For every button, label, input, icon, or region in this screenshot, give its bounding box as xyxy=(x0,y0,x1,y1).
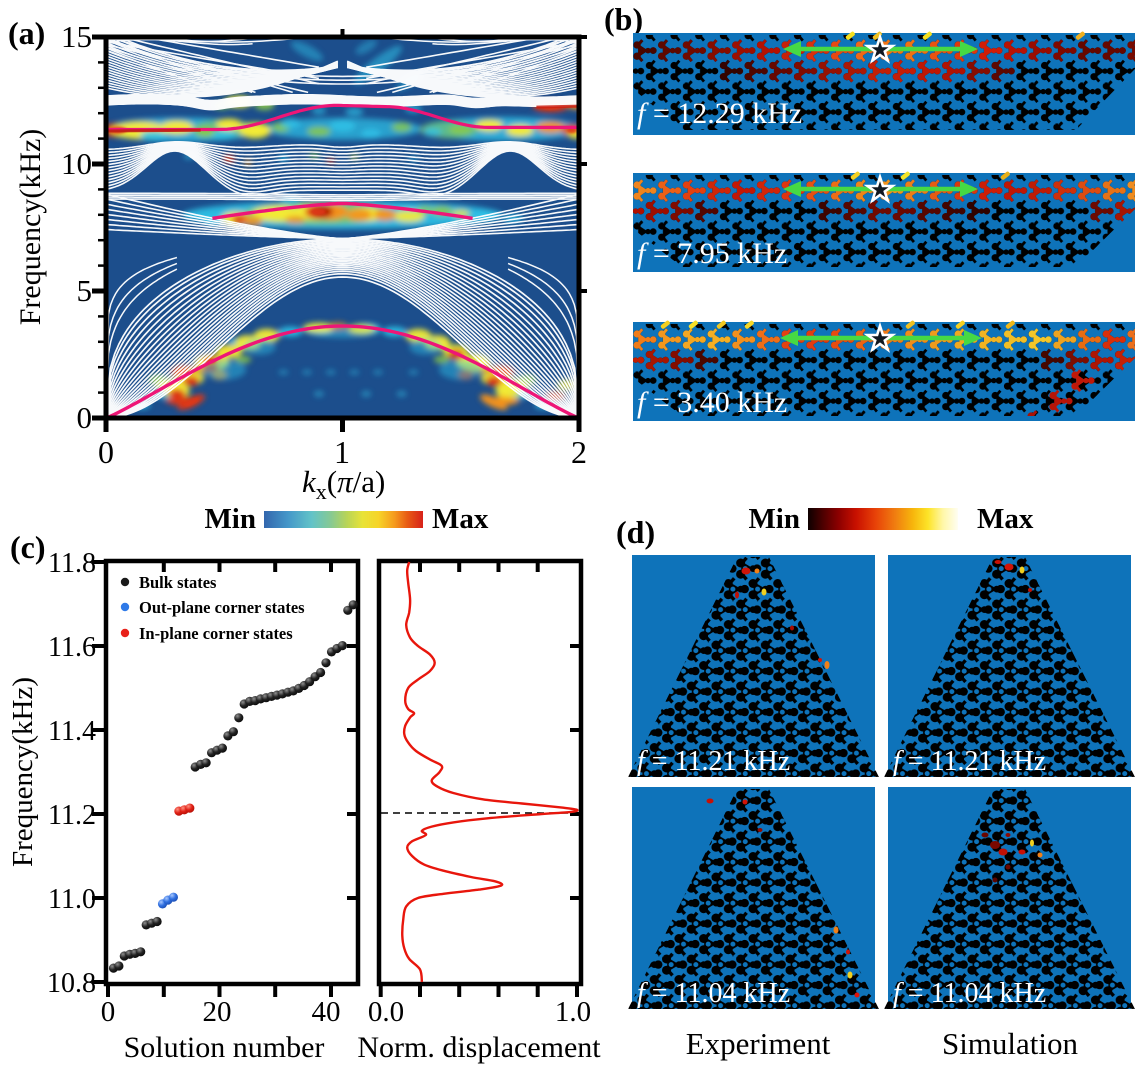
svg-text:Frequency(kHz): Frequency(kHz) xyxy=(14,129,47,326)
svg-text:Min: Min xyxy=(204,503,256,535)
svg-text:10: 10 xyxy=(61,146,92,181)
svg-text:1.0: 1.0 xyxy=(555,996,591,1028)
svg-text:5: 5 xyxy=(77,273,93,308)
svg-text:Solution number: Solution number xyxy=(124,1031,325,1064)
svg-text:f = 12.29 kHz: f = 12.29 kHz xyxy=(637,97,802,130)
svg-text:0.0: 0.0 xyxy=(368,996,404,1028)
svg-text:0: 0 xyxy=(77,400,93,435)
svg-text:2: 2 xyxy=(571,434,587,470)
svg-text:kx(π/a): kx(π/a) xyxy=(302,464,385,504)
svg-text:(c): (c) xyxy=(10,529,46,565)
svg-text:f = 3.40 kHz: f = 3.40 kHz xyxy=(637,386,787,419)
svg-text:11.6: 11.6 xyxy=(48,632,96,663)
svg-text:Bulk states: Bulk states xyxy=(139,573,217,592)
svg-text:Max: Max xyxy=(432,503,489,535)
svg-text:f = 11.04 kHz: f = 11.04 kHz xyxy=(637,978,790,1009)
svg-text:40: 40 xyxy=(312,996,341,1028)
svg-text:Frequency(kHz): Frequency(kHz) xyxy=(7,677,39,867)
svg-text:f = 11.21 kHz: f = 11.21 kHz xyxy=(893,746,1046,777)
svg-text:Experiment: Experiment xyxy=(686,1026,831,1061)
svg-text:0: 0 xyxy=(98,434,114,470)
svg-text:Simulation: Simulation xyxy=(942,1026,1079,1061)
svg-text:Norm. displacement: Norm. displacement xyxy=(357,1031,601,1064)
svg-text:11.2: 11.2 xyxy=(48,800,96,831)
svg-text:0: 0 xyxy=(101,996,116,1028)
svg-text:Out-plane corner states: Out-plane corner states xyxy=(139,598,305,617)
svg-text:f = 11.21 kHz: f = 11.21 kHz xyxy=(637,746,790,777)
svg-text:10.8: 10.8 xyxy=(47,968,96,999)
svg-text:11.4: 11.4 xyxy=(48,716,96,747)
svg-text:20: 20 xyxy=(203,996,232,1028)
svg-text:1: 1 xyxy=(334,434,350,470)
svg-text:f = 11.04 kHz: f = 11.04 kHz xyxy=(893,978,1046,1009)
svg-text:(a): (a) xyxy=(8,15,45,51)
svg-text:11.8: 11.8 xyxy=(48,548,96,579)
svg-text:(b): (b) xyxy=(604,1,643,37)
svg-text:Max: Max xyxy=(977,503,1034,535)
svg-text:(d): (d) xyxy=(616,514,655,550)
svg-text:15: 15 xyxy=(61,19,92,54)
svg-text:11.0: 11.0 xyxy=(48,884,96,915)
svg-text:In-plane corner states: In-plane corner states xyxy=(139,624,293,643)
svg-text:f = 7.95 kHz: f = 7.95 kHz xyxy=(637,237,787,270)
svg-text:Min: Min xyxy=(748,503,800,535)
